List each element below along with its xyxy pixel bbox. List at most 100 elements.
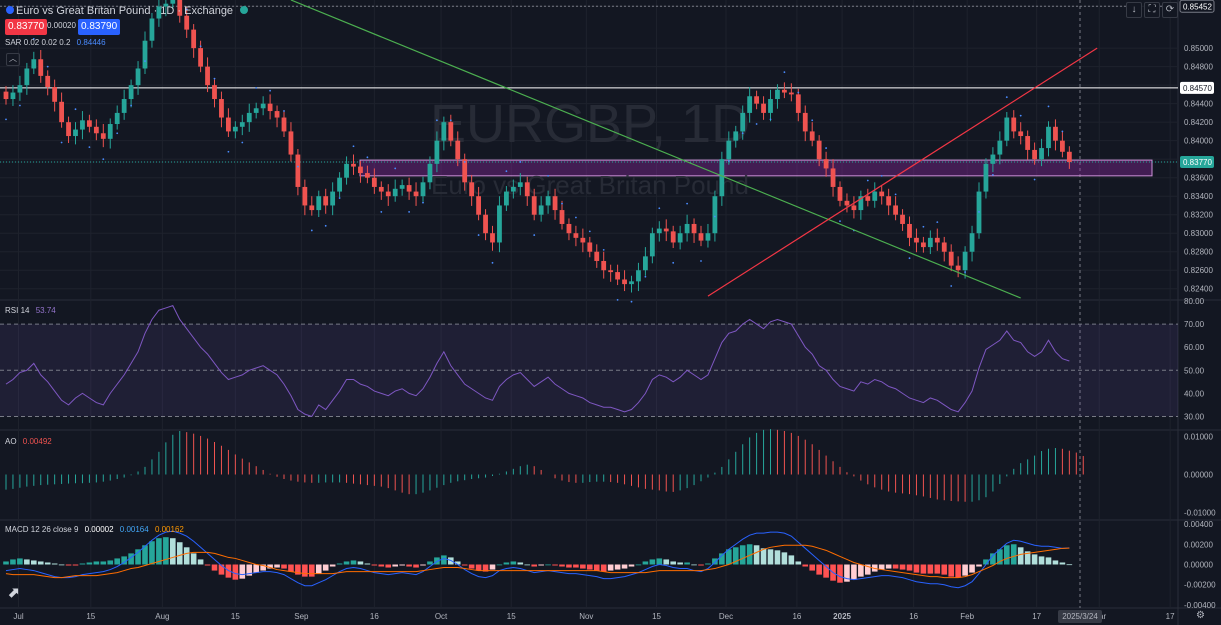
price-tick-label: 0.82400 [1184, 285, 1213, 294]
macd-histogram-bar [663, 559, 670, 565]
macd-histogram-bar [712, 558, 718, 565]
price-tag-bg [1180, 155, 1214, 168]
uptrend-line [707, 47, 1098, 297]
macd-histogram-bar [600, 564, 607, 572]
symbol-title-text: Euro vs Great Britan Pound · 1D · Exchan… [16, 5, 234, 17]
candle-body [879, 191, 885, 197]
macd-histogram-bar [315, 564, 322, 574]
candle-body [531, 196, 537, 215]
candle-body [274, 111, 280, 118]
macd-histogram-bar [44, 562, 51, 565]
macd-histogram-bar [990, 553, 996, 565]
candle-body [698, 233, 704, 241]
candle-body [795, 94, 801, 113]
candle-body [837, 186, 843, 201]
time-label: Nov [579, 612, 593, 621]
candle-body [761, 103, 766, 113]
price-tick-label: 0.82600 [1184, 266, 1213, 275]
price-tick-label: 0.84200 [1184, 118, 1213, 127]
rsi-legend[interactable]: RSI 14 53.74 [5, 306, 56, 315]
sar-legend[interactable]: SAR 0.02 0.02 0.2 0.84446 [5, 38, 106, 47]
flag-icon [6, 6, 14, 14]
sar-dot [102, 158, 105, 161]
watermark-name: Euro vs Great Britan Pound [431, 170, 749, 200]
watermark-symbol: EURGBP, 1D [430, 94, 750, 154]
fullscreen-icon: ⛶ [1148, 4, 1156, 15]
refresh-button[interactable]: ⟳ [1162, 2, 1178, 18]
macd-histogram-bar [684, 562, 690, 565]
macd-histogram-bar [566, 564, 572, 568]
candle-body [712, 196, 718, 234]
spread-value: 0.00020 [47, 21, 76, 30]
time-axis: Jul 15 Aug 15 Sep 16 Oct 15 Nov 15 Dec 16 2025 16 Feb 1… [13, 610, 1175, 623]
macd-histogram-bar [100, 561, 107, 565]
sar-dot [297, 165, 299, 168]
candle-body [782, 89, 787, 93]
candle-body [476, 196, 481, 215]
symbol-title[interactable]: Euro vs Great Britan Pound · 1D · Exchan… [6, 5, 249, 17]
macd-histogram-bar [37, 561, 44, 565]
candle-body [1011, 117, 1017, 132]
candle-body [358, 166, 363, 174]
candle-body [893, 205, 898, 215]
time-label: Aug [155, 612, 169, 621]
candle-body [239, 122, 245, 127]
rsi-label: RSI [5, 306, 19, 315]
macd-histogram-bar [246, 564, 253, 576]
chevron-up-icon: ︿ [9, 54, 17, 63]
candle-body [462, 159, 468, 183]
macd-histogram-bar [719, 553, 725, 565]
candle-body [754, 96, 759, 104]
scroll-down-button[interactable]: ↓ [1126, 2, 1142, 18]
refresh-icon: ⟳ [1165, 4, 1175, 15]
macd-signal-value: 0.00162 [154, 525, 184, 534]
sar-dot [185, 8, 188, 11]
candle-body [260, 103, 266, 109]
macd-histogram-bar [427, 561, 433, 565]
candle-body [726, 140, 732, 160]
macd-histogram-bar [837, 564, 843, 583]
candle-body [142, 40, 148, 69]
sell-button[interactable]: 0.83770 [5, 19, 48, 35]
candle-body [934, 237, 940, 243]
macd-histogram-bar [10, 559, 16, 565]
macd-histogram-bar [552, 564, 558, 566]
sar-dot [1033, 178, 1036, 181]
candle-body [1025, 136, 1031, 150]
time-label: Dec [719, 612, 733, 621]
buy-button[interactable]: 0.83790 [78, 19, 121, 35]
macd-histogram-bar [844, 564, 850, 582]
candle-body [87, 120, 92, 127]
candle-body [538, 205, 544, 215]
candle-body [365, 173, 370, 178]
macd-histogram-bar [1066, 564, 1073, 566]
macd-line [5, 530, 1070, 589]
sar-dot [130, 104, 133, 107]
macd-histogram-bar [31, 560, 37, 565]
candle-body [337, 177, 342, 192]
macd-tick-label: -0.00200 [1184, 581, 1216, 590]
sar-dot [1047, 105, 1050, 108]
arrow-down-icon: ↓ [1131, 4, 1137, 15]
sar-params: 0.02 0.02 0.2 [23, 38, 71, 47]
ao-legend[interactable]: AO 0.00492 [5, 437, 52, 446]
candle-body [865, 196, 871, 201]
macd-histogram-bar [899, 564, 906, 570]
macd-histogram-bar [969, 564, 975, 573]
sar-dot [936, 221, 939, 224]
macd-histogram-bar [705, 563, 711, 565]
gear-icon[interactable]: ⚙ [1196, 610, 1205, 621]
fullscreen-button[interactable]: ⛶ [1144, 2, 1160, 18]
market-status-icon [240, 6, 249, 14]
candle-body [608, 270, 614, 273]
macd-histogram-bar [197, 559, 204, 565]
sar-dot [310, 229, 313, 232]
candle-body [392, 188, 398, 197]
candle-body [184, 15, 190, 30]
candle-body [490, 233, 495, 243]
macd-legend[interactable]: MACD 12 26 close 9 0.00002 0.00164 0.001… [5, 525, 184, 534]
collapse-indicators-button[interactable]: ︿ [6, 53, 20, 66]
sar-dot [46, 65, 49, 68]
